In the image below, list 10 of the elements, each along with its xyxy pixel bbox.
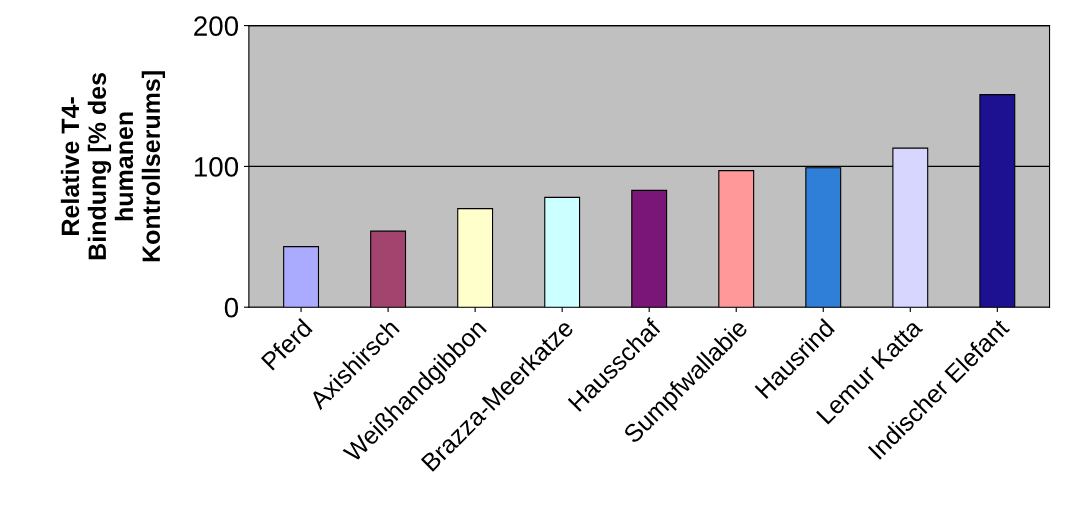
bar xyxy=(283,246,320,308)
y-tick-label: 0 xyxy=(224,297,239,318)
y-tick-label: 200 xyxy=(194,16,239,36)
bar xyxy=(631,189,668,308)
bar xyxy=(457,208,494,308)
bar xyxy=(544,196,581,308)
y-axis-title: Relative T4- Bindung [% des humanen Kontrollserums] xyxy=(60,71,166,262)
bar xyxy=(370,230,407,308)
bar xyxy=(718,170,755,308)
y-tick-label: 100 xyxy=(194,157,239,177)
